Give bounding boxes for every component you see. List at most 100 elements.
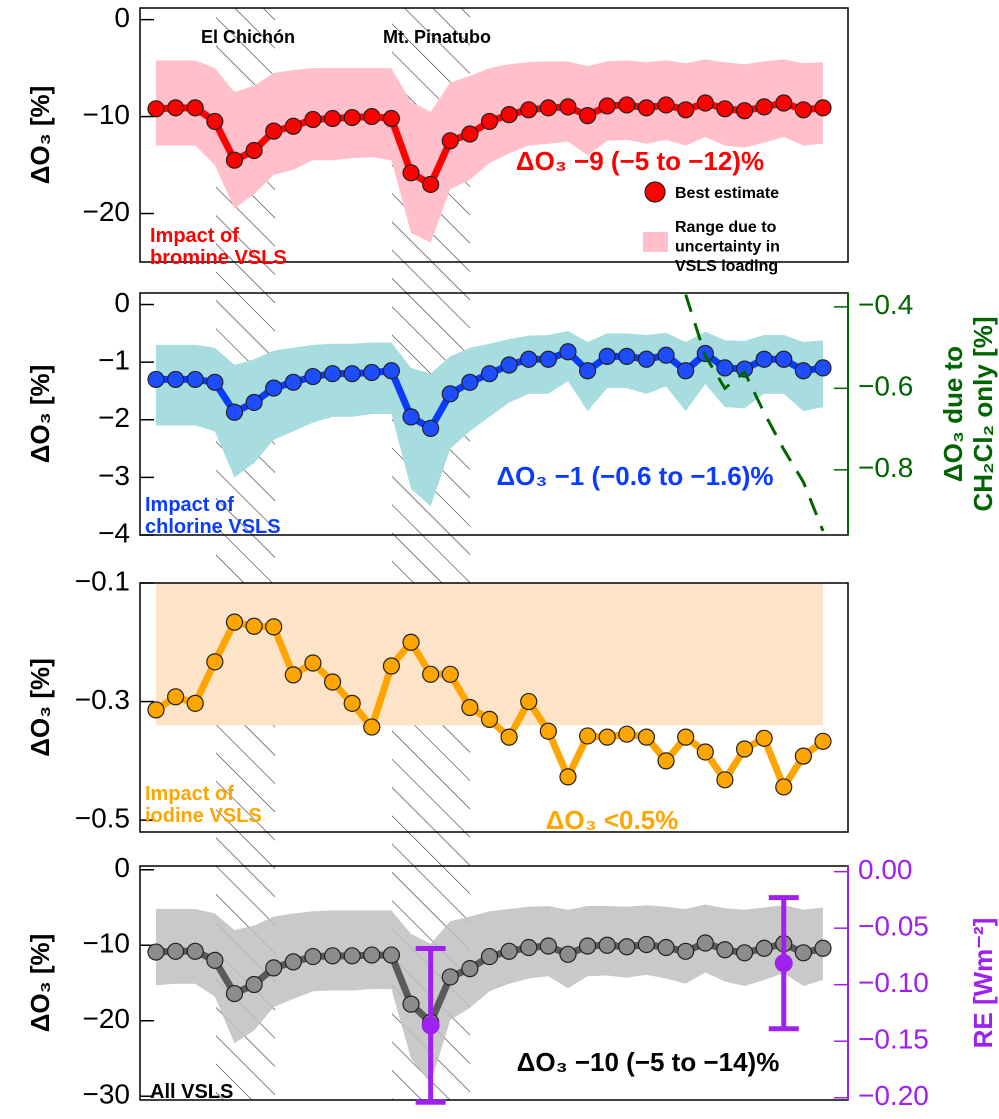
data-point [735,944,754,962]
data-point [814,939,832,957]
data-point [265,618,283,636]
data-point [323,947,342,965]
data-point [696,743,714,761]
data-point [480,710,499,728]
panel-label: All VSLS [150,1081,233,1103]
data-point [284,953,302,971]
data-point [441,132,459,150]
legend-label-line: Range due to [675,219,777,236]
data-point [147,701,165,719]
y-tick-label: 0 [114,2,130,33]
data-point [500,106,518,124]
data-point [500,728,518,746]
data-point [186,694,204,712]
data-point [539,937,557,955]
y-tick-label: −4 [98,517,130,548]
data-point [186,370,204,389]
panel-label-line: Impact of [150,225,239,247]
data-point [814,359,832,377]
data-point [500,356,518,374]
data-point [147,370,165,389]
y-tick-label: −20 [83,196,131,227]
panel-label: Impact of iodine VSLS [145,783,262,827]
data-point [677,101,695,119]
y2-axis-label: ΔO₃ due toCH₂Cl₂ only [%] [938,317,998,512]
data-point [598,936,616,954]
data-point [461,698,479,717]
data-point [402,408,420,426]
data-point [618,96,636,114]
data-point [735,360,754,378]
y-tick-label: −30 [83,1079,131,1110]
data-point [559,343,577,361]
data-point [206,653,224,671]
data-point [186,99,204,117]
y2-tick-label: −0.8 [858,452,913,483]
data-point [794,101,812,119]
y-tick-label: −0.1 [75,565,130,596]
data-point [402,633,420,651]
legend-label: Best estimate [675,185,779,202]
y2-axis-label-line: ΔO₃ due to [938,346,968,482]
data-point [755,98,773,116]
data-point [657,346,675,364]
data-point [422,175,440,194]
data-point [794,944,812,962]
data-point [578,107,597,125]
legend-band [643,232,668,252]
y2-line [684,294,825,532]
data-point [284,666,302,684]
data-point [598,728,616,746]
data-point [775,94,793,112]
data-point [147,100,165,118]
y2-tick-label: −0.4 [858,289,913,320]
data-point [382,362,401,380]
y2-tick-label: −0.10 [858,967,929,998]
data-point [147,943,165,961]
y2-point [421,1016,440,1035]
y2-tick-label: −0.15 [858,1024,929,1055]
data-point [500,942,518,960]
data-point [422,665,440,683]
data-point [559,768,577,786]
data-point [657,752,675,770]
data-point [304,110,322,129]
y-tick-label: −10 [83,99,131,130]
y2-point [774,954,793,973]
data-point [677,942,695,960]
data-point [323,109,342,128]
panel-label-line: All VSLS [150,1081,233,1103]
y-axis-label: ΔO₃ [%] [25,86,55,185]
y-tick-label: −3 [98,460,130,491]
data-point [323,365,342,383]
data-point [539,722,557,740]
data-point [520,350,538,368]
data-point [716,771,734,789]
data-point [402,164,420,182]
data-point [539,350,557,368]
data-point [284,373,302,391]
data-point [520,938,538,957]
data-point [167,99,185,117]
data-point [225,403,244,421]
y-tick-label: 0 [114,852,130,883]
legend-label-line: VSLS loading [675,258,778,275]
data-point [206,951,224,969]
data-point [814,732,832,750]
y-axis-label: ΔO₃ [%] [25,934,55,1033]
data-point [677,362,695,380]
data-point [618,347,636,365]
y2-axis-label: RE [Wm⁻²] [968,918,998,1049]
data-point [677,728,695,746]
data-point [578,937,597,955]
data-point [520,101,538,119]
data-point [794,747,812,765]
y2-axis-label-line: RE [Wm⁻²] [968,918,998,1049]
panel-label-line: chlorine VSLS [145,516,281,538]
y-axis-label: ΔO₃ [%] [25,658,55,757]
data-point [245,141,263,160]
data-point [618,725,636,743]
y-tick-label: −2 [98,402,130,433]
data-point [814,99,832,117]
